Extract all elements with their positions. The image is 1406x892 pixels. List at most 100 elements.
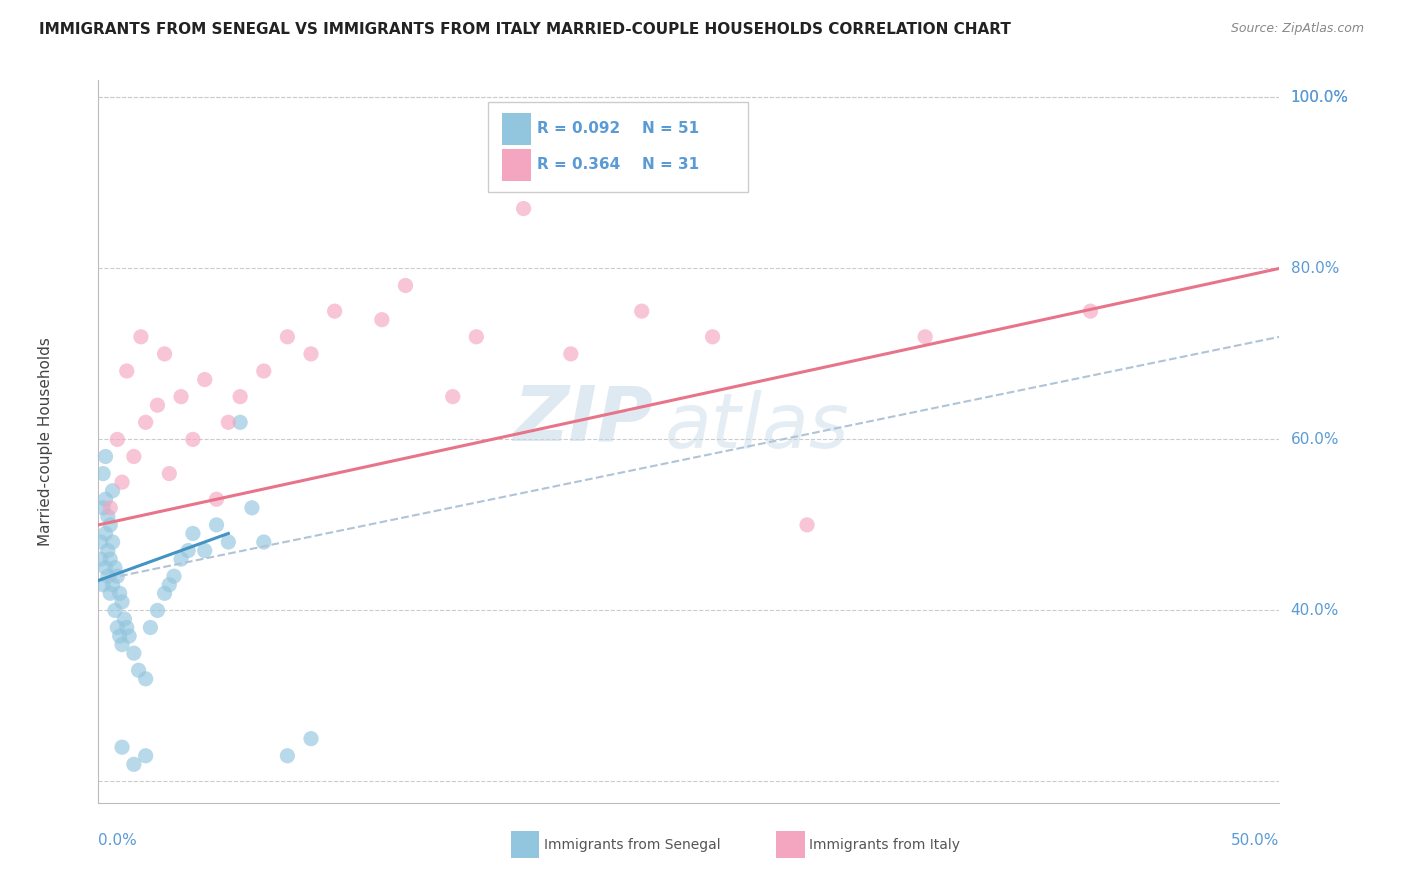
Point [115,364,138,378]
Point [177,543,200,558]
Point [129,330,152,344]
Point [163,569,186,583]
Text: ZIP: ZIP [513,383,654,457]
Text: R = 0.364: R = 0.364 [537,157,620,172]
Point [194,543,217,558]
Point [229,415,252,429]
Point [181,433,204,447]
Point [105,569,128,583]
Point [170,552,193,566]
Text: atlas: atlas [665,390,849,464]
Point [111,740,134,755]
Point [157,467,180,481]
Point [170,390,193,404]
Point [465,330,488,344]
Point [97,543,120,558]
Point [146,603,169,617]
Point [94,526,117,541]
Point [796,517,818,532]
Point [104,603,127,617]
Point [94,492,117,507]
Point [98,552,121,566]
Point [276,330,298,344]
Point [98,586,121,600]
Point [91,467,114,481]
Point [1080,304,1102,318]
Point [205,517,228,532]
Point [112,612,135,626]
Point [217,415,239,429]
Point [702,330,724,344]
Text: Immigrants from Senegal: Immigrants from Senegal [544,838,720,852]
Point [104,560,127,574]
Point [105,620,128,634]
FancyBboxPatch shape [502,112,530,145]
Point [108,586,131,600]
Point [240,500,263,515]
Point [101,535,124,549]
FancyBboxPatch shape [488,102,748,193]
Point [323,304,346,318]
Point [90,535,112,549]
Point [299,347,322,361]
FancyBboxPatch shape [510,831,538,858]
Text: N = 31: N = 31 [641,157,699,172]
Text: N = 51: N = 51 [641,121,699,136]
Point [101,578,124,592]
Point [181,526,204,541]
Point [118,629,141,643]
Text: Immigrants from Italy: Immigrants from Italy [810,838,960,852]
Point [135,748,157,763]
Point [253,364,276,378]
Point [111,638,134,652]
Point [101,483,124,498]
Point [371,312,394,326]
Point [135,672,157,686]
Point [105,433,128,447]
Text: Source: ZipAtlas.com: Source: ZipAtlas.com [1230,22,1364,36]
Point [91,578,114,592]
Point [146,398,169,412]
Point [229,390,252,404]
Text: 60.0%: 60.0% [1291,432,1339,447]
Point [153,347,176,361]
Point [97,509,120,524]
Point [157,578,180,592]
Point [128,663,150,677]
Point [94,560,117,574]
Point [90,552,112,566]
Point [205,492,228,507]
Point [94,450,117,464]
Text: 100.0%: 100.0% [1291,90,1348,105]
Point [441,390,464,404]
Point [914,330,936,344]
Text: IMMIGRANTS FROM SENEGAL VS IMMIGRANTS FROM ITALY MARRIED-COUPLE HOUSEHOLDS CORRE: IMMIGRANTS FROM SENEGAL VS IMMIGRANTS FR… [39,22,1011,37]
Point [139,620,162,634]
Point [135,415,157,429]
Text: 0.0%: 0.0% [98,833,138,848]
Point [91,500,114,515]
Point [253,535,276,549]
Point [194,373,217,387]
Point [111,475,134,490]
Point [299,731,322,746]
Point [630,304,652,318]
Point [108,629,131,643]
Point [122,646,145,660]
Text: 50.0%: 50.0% [1232,833,1279,848]
Point [98,500,121,515]
Point [111,595,134,609]
Point [98,517,121,532]
Point [276,748,298,763]
Point [97,569,120,583]
Point [394,278,416,293]
Point [217,535,239,549]
Point [560,347,582,361]
Point [512,202,534,216]
Text: Married-couple Households: Married-couple Households [38,337,53,546]
Text: 40.0%: 40.0% [1291,603,1339,618]
Point [122,450,145,464]
Text: 80.0%: 80.0% [1291,260,1339,276]
FancyBboxPatch shape [776,831,804,858]
Text: R = 0.092: R = 0.092 [537,121,620,136]
